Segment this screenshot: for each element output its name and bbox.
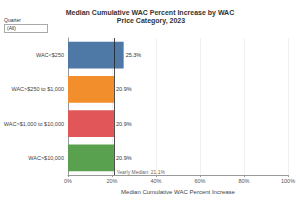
- svg-text:25.3%: 25.3%: [126, 52, 142, 58]
- svg-text:Median Cumulative WAC Percent: Median Cumulative WAC Percent Increase b…: [66, 9, 234, 17]
- svg-text:20.9%: 20.9%: [116, 155, 132, 161]
- svg-text:WAC>$250 to $1,000: WAC>$250 to $1,000: [11, 86, 64, 92]
- html-text:(All): (All): [7, 25, 16, 31]
- svg-text:Price Category, 2023: Price Category, 2023: [115, 17, 185, 25]
- svg-text:WAC<$250: WAC<$250: [36, 52, 64, 58]
- svg-text:WAC>$10,000: WAC>$10,000: [28, 155, 64, 161]
- svg-text:40%: 40%: [150, 178, 161, 184]
- svg-text:Yearly Median: 21.1%: Yearly Median: 21.1%: [116, 169, 165, 175]
- svg-text:80%: 80%: [238, 178, 249, 184]
- svg-text:20%: 20%: [106, 178, 117, 184]
- svg-text:0%: 0%: [64, 178, 72, 184]
- svg-text:Median Cumulative WAC Percent: Median Cumulative WAC Percent Increase: [121, 189, 235, 195]
- svg-text:60%: 60%: [194, 178, 205, 184]
- svg-text:WAC>$1,000 to $10,000: WAC>$1,000 to $10,000: [4, 121, 64, 127]
- svg-text:100%: 100%: [281, 178, 295, 184]
- svg-text:20.9%: 20.9%: [116, 86, 132, 92]
- html-text:Quarter: Quarter: [4, 17, 21, 23]
- svg-text:20.9%: 20.9%: [116, 121, 132, 127]
